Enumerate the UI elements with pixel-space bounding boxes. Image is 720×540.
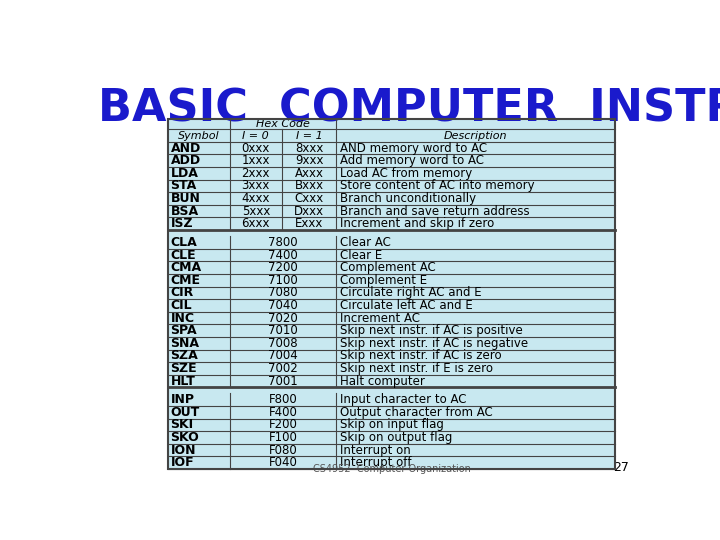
Text: ISZ: ISZ (171, 217, 193, 230)
Text: Output character from AC: Output character from AC (341, 406, 493, 419)
Text: CIL: CIL (171, 299, 192, 312)
Text: Halt computer: Halt computer (341, 375, 426, 388)
Text: ION: ION (171, 444, 196, 457)
Text: SNA: SNA (171, 337, 199, 350)
Text: Skip next instr. if AC is zero: Skip next instr. if AC is zero (341, 349, 502, 362)
Text: CMA: CMA (171, 261, 202, 274)
Text: SKI: SKI (171, 418, 194, 431)
Text: Skip on input flag: Skip on input flag (341, 418, 444, 431)
Text: I = 0: I = 0 (243, 131, 269, 140)
Text: Description: Description (444, 131, 508, 140)
Text: Bxxx: Bxxx (294, 179, 324, 192)
Text: Add memory word to AC: Add memory word to AC (341, 154, 485, 167)
Text: 2xxx: 2xxx (242, 167, 270, 180)
Text: CS4952  Computer Organization: CS4952 Computer Organization (313, 464, 471, 475)
Text: BASIC  COMPUTER  INSTRUCTIONS: BASIC COMPUTER INSTRUCTIONS (98, 88, 720, 131)
Text: I = 1: I = 1 (296, 131, 323, 140)
Text: Cxxx: Cxxx (294, 192, 324, 205)
Text: Store content of AC into memory: Store content of AC into memory (341, 179, 535, 192)
Text: 0xxx: 0xxx (242, 141, 270, 154)
Text: SZA: SZA (171, 349, 198, 362)
Text: 7020: 7020 (268, 312, 298, 325)
Text: Skip next instr. if AC is negative: Skip next instr. if AC is negative (341, 337, 528, 350)
Text: ADD: ADD (171, 154, 201, 167)
Text: 7010: 7010 (268, 324, 298, 337)
Text: SPA: SPA (171, 324, 197, 337)
Text: Complement AC: Complement AC (341, 261, 436, 274)
Text: Complement E: Complement E (341, 274, 428, 287)
Text: Branch and save return address: Branch and save return address (341, 205, 530, 218)
Text: 3xxx: 3xxx (242, 179, 270, 192)
Text: F100: F100 (269, 431, 297, 444)
Text: 4xxx: 4xxx (242, 192, 270, 205)
Text: Load AC from memory: Load AC from memory (341, 167, 472, 180)
Text: BUN: BUN (171, 192, 200, 205)
Text: 7001: 7001 (268, 375, 298, 388)
Text: 5xxx: 5xxx (242, 205, 270, 218)
Text: 7800: 7800 (268, 236, 298, 249)
Text: 7040: 7040 (268, 299, 298, 312)
Text: Dxxx: Dxxx (294, 205, 325, 218)
Text: 7400: 7400 (268, 248, 298, 261)
Text: Circulate left AC and E: Circulate left AC and E (341, 299, 473, 312)
Text: 7004: 7004 (268, 349, 298, 362)
Text: CLA: CLA (171, 236, 197, 249)
Text: AND memory word to AC: AND memory word to AC (341, 141, 487, 154)
Text: 1xxx: 1xxx (242, 154, 270, 167)
Text: Axxx: Axxx (294, 167, 324, 180)
Text: Skip next instr. if AC is positive: Skip next instr. if AC is positive (341, 324, 523, 337)
Text: 7100: 7100 (268, 274, 298, 287)
Text: AND: AND (171, 141, 201, 154)
Text: CME: CME (171, 274, 201, 287)
Text: 7080: 7080 (268, 286, 298, 299)
Bar (168, 119, 616, 469)
Text: Clear AC: Clear AC (341, 236, 391, 249)
Text: Interrupt off: Interrupt off (341, 456, 412, 469)
Text: Clear E: Clear E (341, 248, 382, 261)
Text: F400: F400 (269, 406, 297, 419)
Text: IOF: IOF (171, 456, 194, 469)
Text: Input character to AC: Input character to AC (341, 393, 467, 406)
Text: BSA: BSA (171, 205, 199, 218)
Text: SKO: SKO (171, 431, 199, 444)
Text: STA: STA (171, 179, 197, 192)
Bar (168, 119, 616, 469)
Text: 6xxx: 6xxx (242, 217, 270, 230)
Text: 8xxx: 8xxx (295, 141, 323, 154)
Text: CLE: CLE (171, 248, 197, 261)
Text: INC: INC (171, 312, 194, 325)
Text: HLT: HLT (171, 375, 195, 388)
Text: SZE: SZE (171, 362, 197, 375)
Text: Branch unconditionally: Branch unconditionally (341, 192, 477, 205)
Text: F200: F200 (269, 418, 297, 431)
Text: Increment AC: Increment AC (341, 312, 420, 325)
Text: Exxx: Exxx (295, 217, 323, 230)
Text: 7002: 7002 (268, 362, 298, 375)
Text: 9xxx: 9xxx (295, 154, 323, 167)
Text: Interrupt on: Interrupt on (341, 444, 411, 457)
Text: Skip next instr. if E is zero: Skip next instr. if E is zero (341, 362, 493, 375)
Text: INP: INP (171, 393, 194, 406)
Text: Increment and skip if zero: Increment and skip if zero (341, 217, 495, 230)
Text: 27: 27 (613, 462, 629, 475)
Text: 7008: 7008 (268, 337, 298, 350)
Text: F080: F080 (269, 444, 297, 457)
Text: Hex Code: Hex Code (256, 119, 310, 129)
Text: F040: F040 (269, 456, 297, 469)
Text: CIR: CIR (171, 286, 194, 299)
Text: F800: F800 (269, 393, 297, 406)
Text: 7200: 7200 (268, 261, 298, 274)
Text: OUT: OUT (171, 406, 200, 419)
Text: Skip on output flag: Skip on output flag (341, 431, 453, 444)
Text: LDA: LDA (171, 167, 199, 180)
Text: Symbol: Symbol (178, 131, 220, 140)
Text: Circulate right AC and E: Circulate right AC and E (341, 286, 482, 299)
